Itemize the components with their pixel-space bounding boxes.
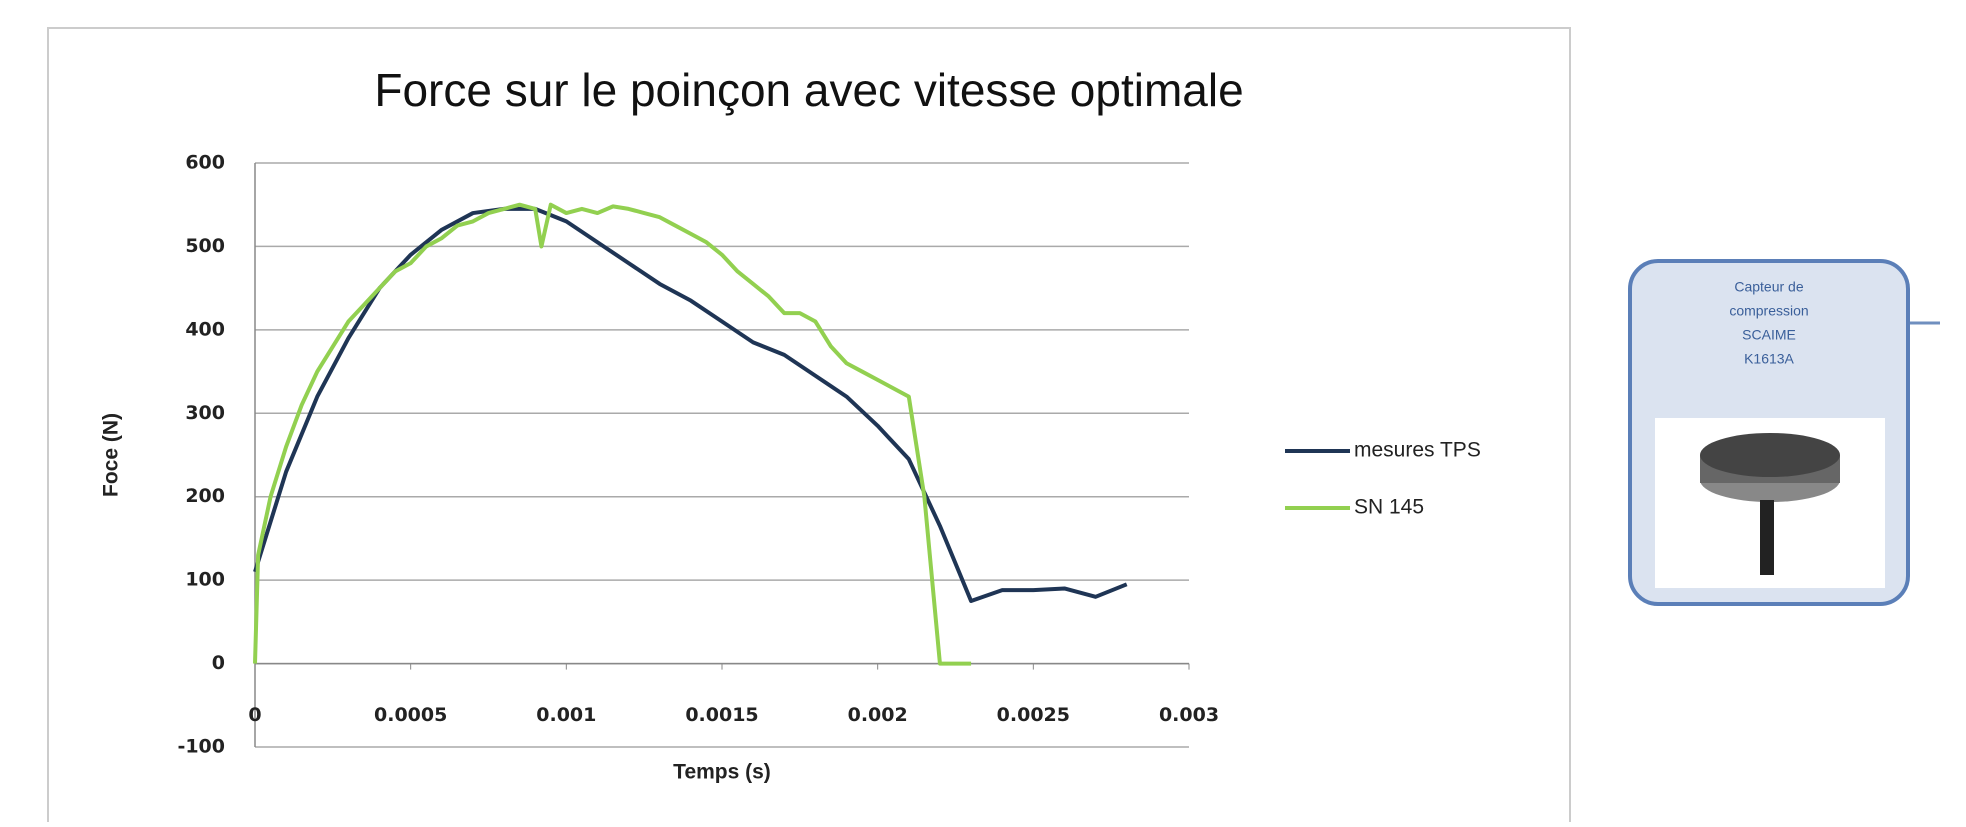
card-text: SCAIME: [1742, 327, 1796, 343]
x-tick-label: 0.001: [536, 704, 596, 726]
x-tick-label: 0.0025: [997, 704, 1070, 726]
series-line: [253, 202, 972, 666]
chart-frame: [47, 27, 1571, 827]
chart-title: Force sur le poinçon avec vitesse optima…: [374, 64, 1243, 116]
y-tick-label: 100: [185, 569, 225, 591]
legend-label: mesures TPS: [1354, 439, 1481, 462]
y-tick-label: 300: [185, 402, 225, 424]
y-tick-label: 0: [212, 652, 225, 674]
card-text: Capteur de: [1734, 279, 1803, 295]
series-line: [253, 206, 1128, 603]
y-tick-label: 400: [185, 318, 225, 340]
sensor-cable: [1760, 500, 1774, 575]
card-text: compression: [1729, 303, 1808, 319]
legend-label: SN 145: [1354, 496, 1424, 519]
y-axis-title: Foce (N): [100, 413, 123, 497]
x-tick-label: 0.002: [848, 704, 908, 726]
card-text: K1613A: [1744, 351, 1794, 367]
x-tick-label: 0.0005: [374, 704, 447, 726]
y-tick-label: 200: [185, 485, 225, 507]
x-axis-title: Temps (s): [673, 761, 771, 784]
y-tick-label: -100: [177, 736, 225, 758]
x-tick-label: 0.003: [1159, 704, 1219, 726]
y-tick-label: 600: [185, 152, 225, 174]
x-tick-label: 0: [248, 704, 261, 726]
sensor-top: [1700, 433, 1840, 477]
x-tick-label: 0.0015: [685, 704, 758, 726]
sensor-card: Capteur de compression SCAIME K1613A: [1628, 259, 1940, 606]
y-tick-label: 500: [185, 235, 225, 257]
